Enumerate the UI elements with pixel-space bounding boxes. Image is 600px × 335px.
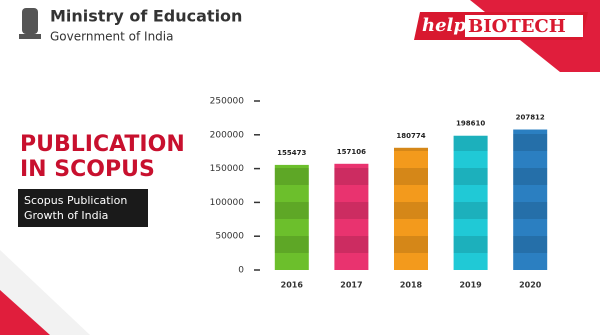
bar-stripe (394, 147, 428, 151)
chart-title: IN SCOPUS (20, 157, 155, 182)
bar-stripe (453, 236, 488, 253)
x-tick-label: 2017 (340, 281, 362, 290)
x-tick-label: 2020 (519, 281, 542, 290)
bar-stripe (274, 202, 309, 219)
logo-text: BIOTECH (468, 16, 566, 37)
bar-stripe (513, 134, 548, 151)
x-tick-label: 2018 (400, 281, 423, 290)
bar-stripe (453, 135, 488, 151)
x-tick-label: 2016 (281, 281, 304, 290)
y-tick-label: 250000 (210, 97, 245, 107)
bar-stripe (513, 202, 548, 219)
emblem (19, 8, 41, 39)
y-tick-label: 100000 (210, 198, 245, 208)
chart-subtitle: Growth of India (24, 209, 108, 222)
logo-text: help (422, 15, 466, 36)
bar-stripe (334, 236, 369, 253)
data-label: 198610 (456, 120, 485, 128)
bar-stripe (334, 168, 369, 185)
y-tick-label: 150000 (210, 164, 245, 174)
bar-stripe (274, 168, 309, 185)
data-label: 207812 (516, 114, 545, 122)
data-label: 155473 (277, 149, 306, 157)
header-subtitle: Government of India (50, 30, 173, 44)
header-title: Ministry of Education (50, 7, 242, 26)
chart-subtitle: Scopus Publication (24, 194, 127, 207)
data-label: 180774 (396, 132, 425, 140)
bar (334, 163, 369, 270)
x-tick-label: 2019 (459, 281, 482, 290)
y-tick-label: 0 (238, 266, 244, 276)
bar-stripe (274, 236, 309, 253)
logo: help BIOTECH (414, 12, 588, 40)
data-label: 157106 (337, 148, 366, 156)
bar-stripe (453, 168, 488, 185)
bar-stripe (394, 168, 428, 185)
bar (453, 135, 488, 270)
chart-title: PUBLICATION (20, 132, 185, 157)
corner-shape (0, 290, 50, 335)
bar (274, 164, 309, 270)
bar (394, 147, 428, 270)
bar-stripe (334, 202, 369, 219)
y-tick-label: 200000 (210, 130, 245, 140)
bar-stripe (394, 202, 428, 219)
bar-stripe (453, 202, 488, 219)
bar-stripe (394, 236, 428, 253)
bar (513, 129, 548, 270)
y-tick-label: 50000 (215, 232, 244, 242)
bar-stripe (513, 236, 548, 253)
bar-stripe (513, 168, 548, 185)
subtitle-box (18, 189, 148, 227)
